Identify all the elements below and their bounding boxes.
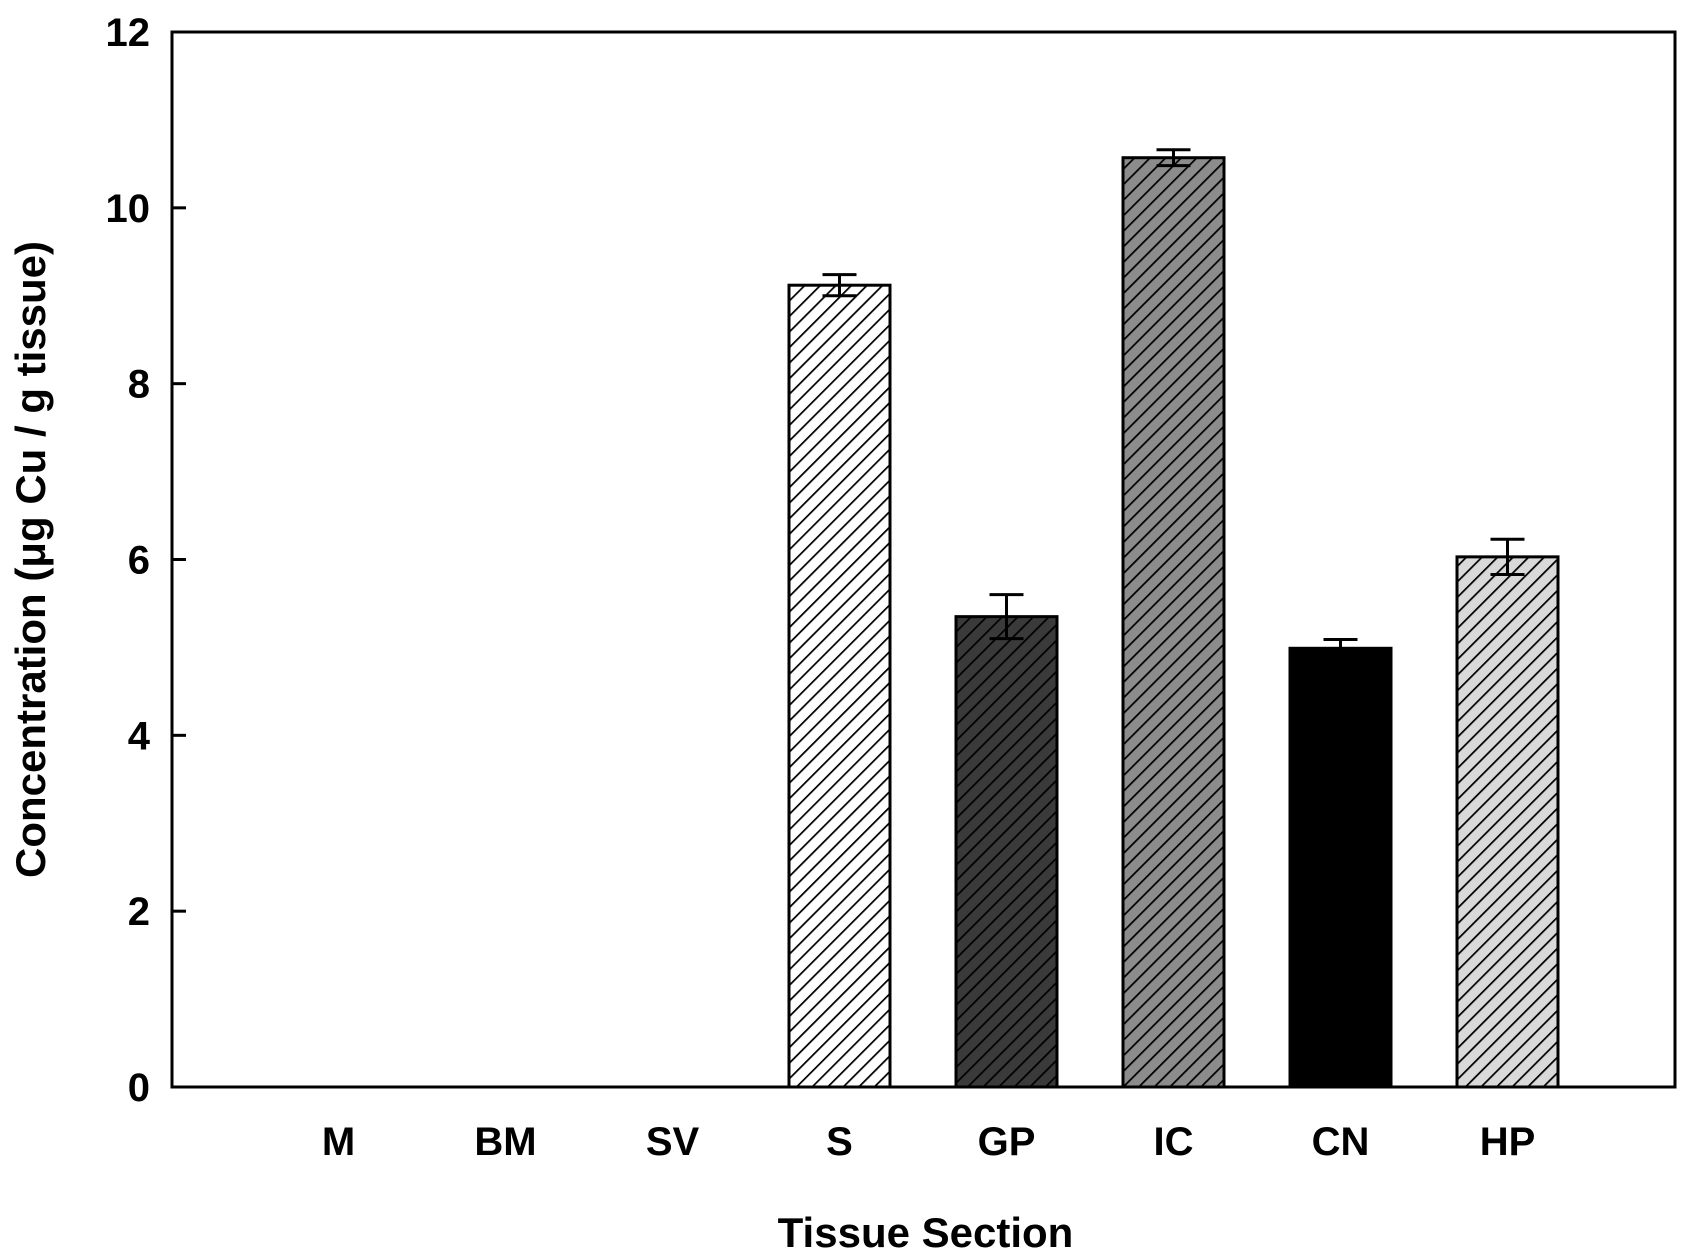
x-tick-label: GP [978,1120,1036,1164]
y-tick-label: 6 [128,539,150,583]
plot-frame [170,30,1677,1089]
error-bar-hp [1490,537,1525,576]
y-axis-title: Concentration (μg Cu / g tissue) [7,241,54,878]
y-tick-label: 4 [128,714,151,758]
y-tick-label: 2 [128,890,150,934]
x-tick-label: HP [1480,1120,1536,1164]
bar-ic [1121,156,1226,1089]
error-bar-cn [1323,638,1358,659]
error-bar-s [822,273,857,298]
x-tick-label: BM [474,1120,536,1164]
bar-gp [954,615,1059,1089]
y-tick-label: 8 [128,363,150,407]
error-bar-gp [989,593,1024,641]
y-tick-label: 10 [106,187,151,231]
error-bar-ic [1156,148,1191,168]
bars-layer [787,156,1560,1089]
bar-cn [1288,646,1393,1089]
x-axis-title: Tissue Section [778,1209,1074,1255]
bar-hp [1455,555,1560,1089]
x-axis: M BM SV S GP IC CN HP [322,1120,1535,1164]
x-tick-label: IC [1154,1120,1194,1164]
x-tick-label: M [322,1120,355,1164]
y-tick-label: 12 [106,11,151,55]
y-axis: 0 2 4 6 8 10 12 [106,11,186,1110]
y-tick-label: 0 [128,1066,150,1110]
x-tick-label: S [826,1120,853,1164]
x-tick-label: CN [1312,1120,1370,1164]
bar-s [787,283,892,1089]
error-bars-layer [822,148,1525,659]
x-tick-label: SV [646,1120,700,1164]
